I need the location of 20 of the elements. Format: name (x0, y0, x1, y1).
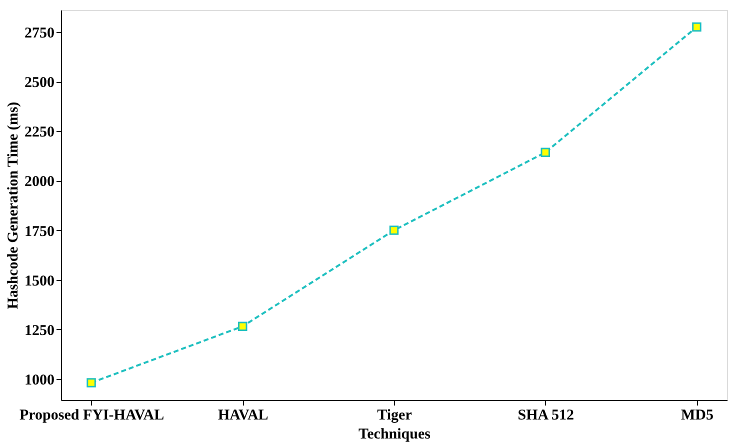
x-tick-label: SHA 512 (518, 408, 574, 424)
point (86, 378, 96, 388)
y-tick-label: 2750 (24, 26, 54, 42)
point (238, 322, 248, 331)
y-tick-label: 1500 (24, 273, 54, 290)
y-tick-label: 1750 (24, 224, 54, 240)
y-tick-label: 2000 (24, 174, 54, 190)
y-tick-label: 2250 (24, 124, 54, 141)
x-tick-label: MD5 (680, 408, 714, 424)
y-tick-label: 1250 (24, 322, 54, 339)
x-axis-title: Techniques (358, 426, 431, 442)
y-axis-title: Hashcode Generation Time (ms) (6, 102, 22, 310)
y-tick-label: 2500 (24, 75, 54, 92)
x-tick-label: HAVAL (218, 408, 268, 424)
point (389, 226, 399, 235)
point (540, 148, 550, 158)
x-tick-label: Proposed FYI-HAVAL (19, 408, 164, 424)
x-tick-label: Tiger (377, 408, 412, 424)
y-tick-label: 1000 (24, 372, 54, 388)
point (692, 22, 702, 32)
